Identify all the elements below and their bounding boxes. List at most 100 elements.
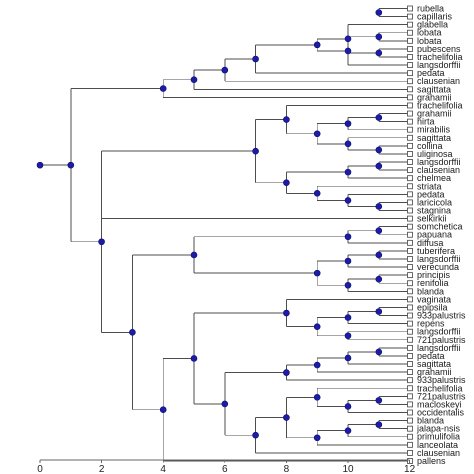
leaf-tip-box bbox=[407, 417, 413, 424]
leaf-tip-box bbox=[407, 207, 413, 214]
node-marker bbox=[313, 434, 321, 442]
node-marker bbox=[313, 394, 321, 401]
leaf-tip-box bbox=[407, 159, 413, 165]
node-marker bbox=[190, 355, 198, 362]
leaf-tip-box bbox=[407, 70, 413, 77]
leaf-tip-box bbox=[407, 433, 413, 440]
node-marker bbox=[375, 275, 383, 283]
leaf-label: jalapa-nsis bbox=[416, 424, 461, 434]
node-marker bbox=[375, 348, 383, 356]
leaf-label: capillaris bbox=[417, 12, 453, 22]
x-tick-label: 6 bbox=[222, 464, 228, 474]
leaf-label: sagittata bbox=[417, 84, 451, 94]
node-marker bbox=[375, 397, 383, 404]
node-marker bbox=[375, 146, 383, 154]
leaf-label: uliginosa bbox=[417, 149, 453, 159]
node-marker bbox=[313, 130, 321, 138]
leaf-label: trachelifolia bbox=[417, 383, 463, 393]
leaf-label: collina bbox=[417, 141, 443, 151]
node-marker bbox=[344, 197, 352, 204]
node-marker bbox=[283, 116, 290, 123]
leaf-tip-box bbox=[407, 175, 413, 182]
leaf-label: 933palustris bbox=[417, 375, 466, 385]
node-marker bbox=[375, 9, 383, 16]
leaf-tip-box bbox=[407, 54, 413, 60]
leaf-tip-box bbox=[407, 37, 413, 44]
leaf-tip-box bbox=[407, 86, 413, 93]
leaf-tip-box bbox=[407, 256, 413, 262]
node-marker bbox=[313, 190, 321, 197]
leaf-label: clausenian bbox=[417, 448, 460, 458]
leaf-label: selkirkii bbox=[417, 214, 447, 224]
leaf-tip-box bbox=[407, 344, 413, 351]
leaf-tip-box bbox=[407, 320, 413, 327]
node-marker bbox=[252, 55, 259, 63]
node-marker bbox=[344, 47, 352, 55]
tree-nodes bbox=[36, 9, 383, 442]
leaf-label: 721palustris bbox=[417, 335, 466, 345]
leaf-label: sagittata bbox=[417, 359, 451, 369]
leaf-label: hirta bbox=[417, 117, 435, 127]
leaf-tip-box bbox=[407, 328, 413, 335]
leaf-label: langsdorffii bbox=[417, 60, 460, 70]
leaf-label: occidentalis bbox=[417, 408, 465, 418]
node-marker bbox=[375, 114, 383, 121]
leaf-tip-box bbox=[407, 191, 413, 198]
leaf-tip-box bbox=[407, 425, 413, 432]
node-marker bbox=[344, 120, 352, 127]
node-marker bbox=[36, 161, 44, 169]
leaf-label: sagittata bbox=[417, 133, 451, 143]
node-marker bbox=[283, 414, 290, 421]
leaf-tip-box bbox=[407, 361, 413, 367]
leaf-label: pubescens bbox=[417, 44, 461, 54]
leaf-tip-box bbox=[407, 223, 413, 230]
node-marker bbox=[313, 323, 321, 330]
leaf-tip-box bbox=[407, 441, 413, 448]
leaf-tip-box bbox=[407, 264, 413, 270]
leaf-tip-box bbox=[407, 118, 413, 125]
leaf-label: repens bbox=[417, 319, 445, 329]
leaf-tip-box bbox=[407, 78, 413, 85]
leaf-label: lanceolata bbox=[417, 440, 458, 450]
leaf-tip-box bbox=[407, 231, 413, 238]
leaf-tip-box bbox=[407, 215, 413, 222]
leaf-label: diffusa bbox=[417, 238, 443, 248]
node-marker bbox=[67, 161, 75, 169]
node-marker bbox=[375, 227, 383, 234]
leaf-label: grahamii bbox=[417, 367, 452, 377]
node-marker bbox=[344, 140, 352, 148]
leaf-tip-box bbox=[407, 134, 413, 141]
leaf-label: primulifolia bbox=[417, 432, 460, 442]
node-marker bbox=[375, 421, 383, 428]
node-marker bbox=[252, 431, 259, 439]
node-marker bbox=[375, 203, 383, 210]
leaf-tip-box bbox=[407, 102, 413, 109]
leaf-tip-box bbox=[407, 280, 413, 287]
leaf-tip-box bbox=[407, 142, 413, 149]
node-marker bbox=[283, 369, 290, 376]
leaf-tip-box bbox=[407, 409, 413, 416]
node-marker bbox=[190, 251, 198, 259]
leaf-tip-box bbox=[407, 385, 413, 392]
leaf-label: epipsila bbox=[417, 302, 448, 312]
leaf-tip-box bbox=[407, 353, 413, 359]
node-marker bbox=[252, 147, 259, 155]
leaf-label: laricicola bbox=[417, 197, 452, 207]
leaf-tip-box bbox=[407, 336, 413, 343]
leaf-tip-box bbox=[407, 126, 413, 133]
leaf-label: lobata bbox=[417, 36, 442, 46]
leaf-label: blanda bbox=[417, 416, 444, 426]
leaf-tip-box bbox=[407, 29, 413, 36]
leaf-label: verecunda bbox=[417, 262, 459, 272]
node-marker bbox=[313, 41, 321, 49]
leaf-label: pedata bbox=[417, 68, 445, 78]
leaf-tips bbox=[407, 5, 413, 464]
leaf-label: blanda bbox=[417, 286, 444, 296]
x-axis: 0 2 4 6 8 10 12 bbox=[37, 459, 416, 474]
node-marker bbox=[375, 251, 383, 259]
node-marker bbox=[344, 427, 352, 434]
leaf-tip-box bbox=[407, 13, 413, 20]
node-marker bbox=[283, 309, 290, 317]
leaf-label: grahamii bbox=[417, 109, 452, 119]
